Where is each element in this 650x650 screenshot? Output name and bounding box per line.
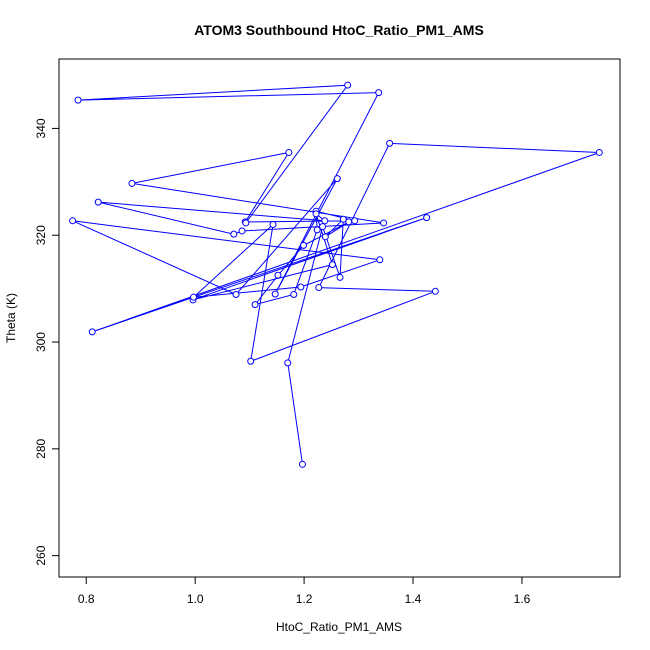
x-tick-label: 0.8: [78, 592, 95, 606]
data-point: [230, 230, 238, 238]
data-point: [376, 256, 384, 264]
series-line: [72, 84, 600, 465]
y-tick-label: 300: [34, 332, 48, 352]
y-tick-label: 260: [34, 545, 48, 565]
data-point: [128, 179, 136, 187]
data-point: [94, 198, 102, 206]
data-point: [190, 293, 198, 301]
data-point: [423, 214, 431, 222]
x-axis-label: HtoC_Ratio_PM1_AMS: [276, 620, 402, 634]
data-point: [232, 291, 240, 299]
data-point: [321, 233, 329, 241]
data-point: [69, 217, 77, 225]
x-axis: 0.8 1.0 1.2 1.4 1.6: [78, 577, 531, 606]
data-point: [333, 175, 341, 183]
data-point: [88, 328, 96, 336]
data-point: [386, 139, 394, 147]
data-point: [380, 219, 388, 227]
data-point: [319, 223, 327, 231]
x-tick-label: 1.6: [514, 592, 531, 606]
data-point: [375, 89, 383, 97]
data-point: [315, 284, 323, 292]
data-point: [297, 283, 305, 291]
x-tick-label: 1.0: [187, 592, 204, 606]
data-point: [351, 217, 359, 225]
data-point: [238, 227, 246, 235]
data-point: [284, 359, 292, 367]
data-point: [345, 218, 353, 226]
data-point: [336, 273, 344, 281]
data-point: [285, 148, 293, 156]
data-point: [300, 241, 308, 249]
y-axis: 260 280 300 320 340: [34, 118, 59, 566]
data-points: [69, 81, 603, 468]
data-point: [74, 96, 82, 104]
data-point: [251, 301, 259, 309]
chart-title: ATOM3 Southbound HtoC_Ratio_PM1_AMS: [194, 22, 484, 38]
data-point: [271, 290, 279, 298]
y-tick-label: 280: [34, 439, 48, 459]
data-point: [328, 261, 336, 269]
y-axis-label: Theta (K): [4, 293, 18, 343]
data-point: [269, 221, 277, 229]
y-tick-label: 340: [34, 118, 48, 138]
x-tick-label: 1.4: [405, 592, 422, 606]
data-point: [431, 287, 439, 295]
y-tick-label: 320: [34, 225, 48, 245]
data-point: [344, 81, 352, 89]
data-point: [242, 219, 250, 227]
data-point: [313, 226, 321, 234]
data-point: [274, 271, 282, 279]
data-point: [247, 357, 255, 365]
data-point: [312, 210, 320, 218]
data-point: [321, 217, 329, 225]
data-point: [339, 215, 347, 223]
plot-frame: [58, 58, 621, 578]
data-point: [595, 148, 603, 156]
x-tick-label: 1.2: [296, 592, 313, 606]
data-point: [290, 291, 298, 299]
data-point: [298, 460, 306, 468]
